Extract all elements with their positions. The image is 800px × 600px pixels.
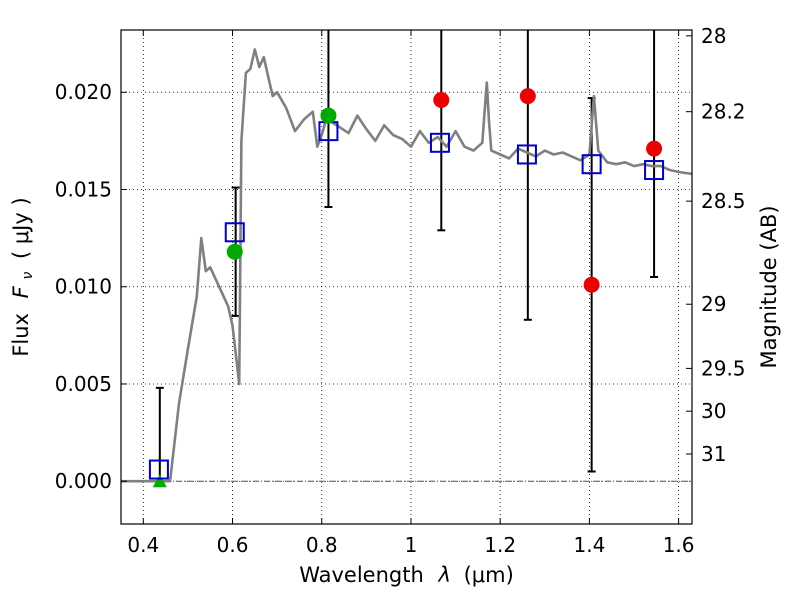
y-tick-label: 0.010: [55, 275, 112, 299]
magnitude-tick-label: 28.2: [701, 100, 746, 124]
y-tick-label: 0.005: [55, 372, 112, 396]
model-photometry-square: [148, 459, 169, 480]
x-axis-title-text: Wavelength: [299, 563, 424, 587]
x-axis-title-unit: (μm): [464, 563, 514, 587]
model-photometry-square: [429, 132, 450, 153]
y-tick-label: 0.020: [55, 80, 112, 104]
model-photometry-square: [224, 222, 245, 243]
x-tick-label: 0.6: [217, 533, 249, 557]
magnitude-tick-label: 30: [701, 399, 726, 423]
magnitude-tick-label: 29: [701, 292, 726, 316]
x-tick-label: 0.4: [127, 533, 159, 557]
y-axis-title-text: Flux: [9, 313, 33, 357]
y-tick-label: 0.000: [55, 469, 112, 493]
markers: [148, 88, 665, 488]
magnitude-tick-label: 28: [701, 24, 726, 48]
observed-point-red: [519, 88, 536, 105]
model-photometry-square: [516, 144, 537, 165]
x-tick-label: 1.4: [573, 533, 605, 557]
plot-frame: [120, 29, 693, 525]
ticks: [121, 30, 692, 524]
y-tick-label: 0.015: [55, 177, 112, 201]
magnitude-tick-label: 28.5: [701, 189, 746, 213]
x-tick-label: 1.2: [484, 533, 516, 557]
model-photometry-square: [581, 154, 602, 175]
observed-point-red: [646, 140, 663, 157]
magnitude-tick-label: 31: [701, 442, 726, 466]
x-tick-label: 0.8: [306, 533, 338, 557]
magnitude-tick-label: 29.5: [701, 356, 746, 380]
y-axis-title-subscript: ν: [20, 272, 36, 280]
upper-limit-triangle: [152, 474, 167, 488]
x-axis-title-symbol: λ: [437, 563, 450, 587]
x-axis-title: Wavelength λ (μm): [299, 563, 514, 587]
y-axis-title-unit: ( μJy ): [9, 197, 33, 259]
observed-point-red: [583, 276, 600, 293]
x-tick-label: 1: [405, 533, 418, 557]
y-axis-title-symbol: F: [9, 285, 33, 298]
secondary-y-axis-title: Magnitude (AB): [757, 205, 781, 368]
observed-point-green: [226, 243, 243, 260]
x-tick-label: 1.6: [663, 533, 695, 557]
model-photometry-square: [644, 160, 665, 181]
observed-point-green: [320, 107, 337, 124]
y-axis-title: Flux F ν ( μJy ): [9, 197, 37, 356]
tick-labels: 0.4 0.6 0.8 1 1.2 1.4 1.6 0.000 0.005 0.010 0.015 0…: [55, 24, 746, 557]
observed-point-red: [433, 92, 450, 109]
